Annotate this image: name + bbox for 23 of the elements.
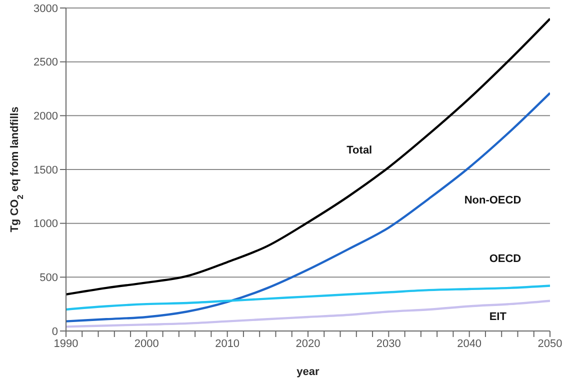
line-series xyxy=(66,92,550,322)
x-tick-label: 1990 xyxy=(54,338,78,350)
y-tick-label: 3000 xyxy=(34,2,58,15)
y-tick-label: 2000 xyxy=(34,110,58,123)
y-tick-label: 500 xyxy=(40,272,58,284)
y-tick-label: 0 xyxy=(52,326,58,338)
series-label: EIT xyxy=(489,311,507,324)
series-label: Non-OECD xyxy=(464,194,522,206)
x-tick-label: 2030 xyxy=(376,338,401,350)
line-series xyxy=(66,300,550,328)
y-tick-label: 2500 xyxy=(34,56,58,69)
y-tick-label: 1500 xyxy=(34,164,58,176)
x-axis-title: year xyxy=(296,366,320,378)
x-tick-label: 2020 xyxy=(296,338,320,350)
x-tick-label: 2000 xyxy=(134,338,159,350)
x-tick-label: 2040 xyxy=(457,338,482,350)
x-tick-label: 2010 xyxy=(215,338,240,350)
x-tick-label: 2050 xyxy=(538,338,562,350)
text: OECD xyxy=(489,253,522,266)
line-series xyxy=(66,18,550,296)
series-label: Total xyxy=(346,144,372,156)
line-series xyxy=(66,284,550,311)
y-tick-label: 1000 xyxy=(34,218,58,230)
